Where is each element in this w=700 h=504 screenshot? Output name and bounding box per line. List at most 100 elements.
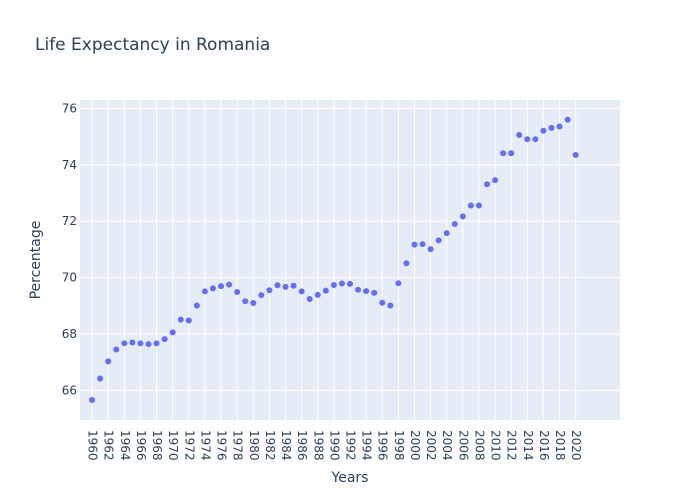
data-point[interactable]	[338, 280, 345, 287]
data-point[interactable]	[475, 202, 482, 209]
y-tick-label: 74	[62, 158, 77, 172]
data-point[interactable]	[177, 316, 184, 323]
y-tick-label: 68	[62, 327, 77, 341]
x-tick-label: 1978	[231, 430, 245, 461]
y-tick-label: 70	[62, 271, 77, 285]
data-point[interactable]	[451, 221, 458, 228]
data-point[interactable]	[218, 283, 225, 290]
data-point[interactable]	[371, 289, 378, 296]
data-point[interactable]	[153, 340, 160, 347]
data-point[interactable]	[105, 358, 112, 365]
data-point[interactable]	[548, 124, 555, 131]
grid-lines	[80, 100, 620, 420]
x-tick-label: 2010	[489, 430, 503, 461]
y-tick-label: 66	[62, 383, 77, 397]
x-axis-ticks: 1960 1962 1964 1966 1968 1970 1972 1974 1976 1978…	[86, 430, 584, 461]
data-point[interactable]	[209, 285, 216, 292]
chart-title: Life Expectancy in Romania	[35, 35, 270, 55]
data-point[interactable]	[145, 341, 152, 348]
data-point[interactable]	[169, 329, 176, 336]
data-point[interactable]	[355, 286, 362, 293]
data-point[interactable]	[306, 296, 313, 303]
x-tick-label: 1986	[295, 430, 309, 461]
data-point[interactable]	[532, 136, 539, 143]
x-tick-label: 2002	[424, 430, 438, 461]
y-tick-label: 72	[62, 214, 77, 228]
data-point[interactable]	[193, 302, 200, 309]
data-point[interactable]	[572, 151, 579, 158]
data-point[interactable]	[492, 177, 499, 184]
data-point[interactable]	[379, 299, 386, 306]
data-point[interactable]	[564, 116, 571, 123]
data-point[interactable]	[121, 340, 128, 347]
data-point[interactable]	[500, 150, 507, 157]
data-point[interactable]	[467, 202, 474, 209]
x-tick-label: 1970	[166, 430, 180, 461]
data-point[interactable]	[435, 237, 442, 244]
x-tick-label: 2000	[408, 430, 422, 461]
data-point[interactable]	[411, 241, 418, 248]
data-point[interactable]	[129, 339, 136, 346]
data-point[interactable]	[226, 281, 233, 288]
data-point[interactable]	[363, 288, 370, 295]
x-tick-label: 1976	[215, 430, 229, 461]
data-point[interactable]	[524, 136, 531, 143]
data-point[interactable]	[484, 181, 491, 188]
x-tick-label: 1994	[360, 430, 374, 461]
x-tick-label: 1980	[247, 430, 261, 461]
x-tick-label: 1974	[198, 430, 212, 461]
x-tick-label: 2012	[505, 430, 519, 461]
data-point[interactable]	[443, 230, 450, 237]
data-point[interactable]	[274, 282, 281, 289]
data-point[interactable]	[395, 280, 402, 287]
x-tick-label: 2020	[569, 430, 583, 461]
data-point[interactable]	[250, 299, 257, 306]
data-point[interactable]	[97, 375, 104, 382]
data-point[interactable]	[89, 396, 96, 403]
x-tick-label: 2014	[521, 430, 535, 461]
x-tick-label: 1960	[86, 430, 100, 461]
data-point[interactable]	[322, 287, 329, 294]
x-tick-label: 1998	[392, 430, 406, 461]
data-point[interactable]	[347, 280, 353, 287]
data-point[interactable]	[314, 291, 321, 298]
x-tick-label: 2006	[456, 430, 470, 461]
data-point[interactable]	[242, 298, 249, 305]
x-tick-label: 1968	[150, 430, 164, 461]
data-point[interactable]	[201, 288, 208, 295]
data-point[interactable]	[403, 260, 410, 267]
x-tick-label: 1984	[279, 430, 293, 461]
data-point[interactable]	[427, 246, 434, 253]
data-point[interactable]	[113, 346, 120, 353]
y-axis-ticks: 66 68 70 72 74 76	[62, 101, 77, 397]
x-tick-label: 2018	[553, 430, 567, 461]
data-point[interactable]	[234, 289, 241, 295]
x-tick-label: 1964	[118, 430, 132, 461]
x-tick-label: 1962	[102, 430, 116, 461]
data-point[interactable]	[266, 287, 273, 294]
x-tick-label: 1972	[182, 430, 196, 461]
data-point[interactable]	[508, 150, 515, 157]
x-tick-label: 1996	[376, 430, 390, 461]
data-point[interactable]	[540, 127, 547, 134]
data-point[interactable]	[137, 340, 144, 347]
data-point[interactable]	[161, 336, 168, 343]
x-tick-label: 1992	[344, 430, 358, 461]
data-point[interactable]	[516, 131, 523, 138]
data-point[interactable]	[419, 241, 426, 248]
data-point[interactable]	[556, 123, 563, 130]
data-point[interactable]	[298, 288, 305, 295]
data-point[interactable]	[459, 213, 466, 220]
data-point[interactable]	[282, 283, 289, 290]
x-tick-label: 1966	[134, 430, 148, 461]
x-tick-label: 2008	[472, 430, 486, 461]
data-point[interactable]	[185, 317, 192, 324]
data-point[interactable]	[330, 281, 337, 288]
data-point[interactable]	[290, 282, 297, 289]
y-tick-label: 76	[62, 101, 77, 115]
data-points	[89, 116, 579, 403]
data-point[interactable]	[387, 302, 394, 309]
data-point[interactable]	[258, 292, 265, 299]
